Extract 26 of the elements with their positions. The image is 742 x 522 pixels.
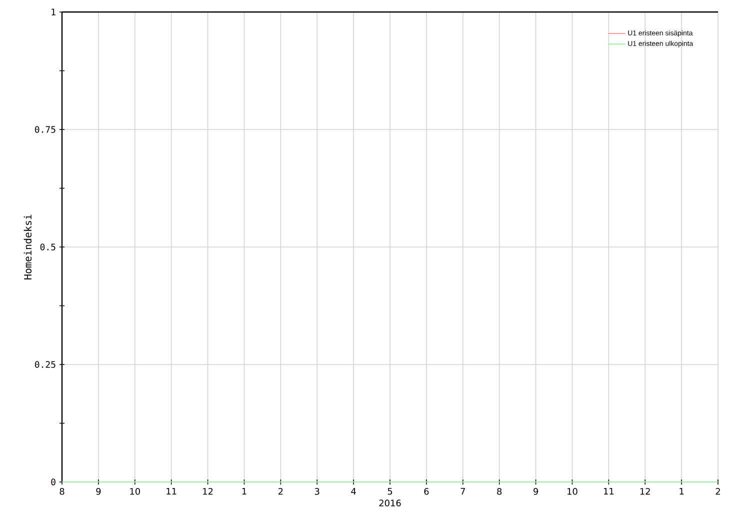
x-tick-label: 4	[351, 488, 356, 495]
x-tick-label: 9	[533, 488, 538, 495]
x-tick-label: 5	[388, 488, 392, 495]
x-tick-label: 7	[460, 488, 465, 495]
x-tick-label: 8	[497, 488, 502, 495]
x-tick-label: 1	[242, 488, 246, 495]
y-axis-title: Homeindeksi	[24, 214, 32, 280]
y-tick-label: 0.25	[34, 361, 56, 368]
x-tick-label: 10	[130, 488, 140, 495]
x-tick-label: 9	[96, 488, 101, 495]
x-tick-label: 11	[166, 488, 176, 495]
y-tick-label: 1	[52, 8, 56, 16]
x-tick-label: 8	[60, 488, 64, 495]
x-tick-label: 1	[680, 488, 684, 495]
x-tick-label: 11	[604, 488, 614, 495]
x-tick-label: 3	[314, 488, 320, 495]
x-tick-label: 12	[640, 488, 650, 495]
x-tick-label: 2	[716, 488, 720, 495]
y-tick-label: 0	[51, 478, 56, 486]
x-tick-label: 2	[278, 488, 283, 495]
y-tick-label: 0.5	[40, 244, 56, 250]
x-tick-label: 6	[424, 488, 429, 495]
x-axis-title: 2016	[379, 500, 401, 506]
x-tick-label: 10	[568, 488, 578, 495]
x-tick-label: 12	[203, 488, 213, 495]
y-tick-label: 0.75	[34, 126, 56, 133]
